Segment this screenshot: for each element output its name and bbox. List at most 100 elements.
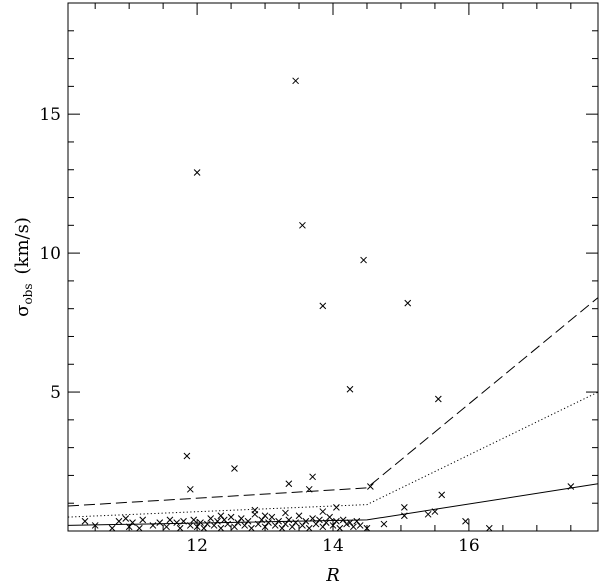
data-point	[265, 519, 272, 527]
data-point	[81, 517, 89, 525]
y-tick-label: 5	[50, 383, 61, 403]
data-point	[234, 519, 242, 527]
data-point	[227, 513, 235, 521]
data-point	[322, 519, 330, 527]
data-point	[424, 510, 432, 518]
data-point	[319, 302, 327, 310]
data-point	[356, 522, 364, 529]
x-axis-label: R	[325, 565, 340, 585]
data-point	[271, 522, 279, 529]
dashed-line	[67, 297, 599, 507]
data-point	[485, 524, 493, 532]
data-point	[329, 522, 337, 529]
data-points	[81, 77, 575, 532]
x-tick-label: 16	[458, 536, 480, 556]
data-point	[166, 516, 174, 524]
data-point	[231, 523, 238, 531]
data-point	[135, 524, 143, 532]
data-point	[91, 522, 99, 529]
y-tick-label: 10	[39, 244, 61, 264]
data-point	[258, 516, 266, 524]
data-point	[220, 516, 228, 524]
x-tick-label: 12	[186, 536, 208, 556]
data-point	[254, 520, 262, 528]
data-point	[217, 512, 225, 520]
data-point	[350, 523, 357, 531]
data-point	[302, 517, 310, 525]
data-point	[268, 513, 276, 521]
data-point	[237, 515, 245, 522]
data-point	[200, 524, 208, 532]
data-point	[139, 516, 147, 524]
data-point	[214, 517, 221, 525]
data-point	[186, 485, 194, 493]
data-point	[176, 524, 184, 532]
data-point	[353, 517, 361, 525]
data-point	[173, 519, 181, 527]
data-point	[434, 395, 442, 403]
data-point	[400, 504, 408, 511]
y-axis-label-symbol: σ	[12, 305, 33, 317]
data-point	[285, 516, 293, 524]
data-point	[404, 299, 412, 307]
data-point	[129, 519, 136, 527]
data-point	[343, 520, 350, 528]
data-point	[248, 524, 255, 532]
data-point	[163, 523, 170, 531]
data-point	[333, 504, 340, 511]
data-point	[346, 385, 354, 393]
model-lines	[67, 297, 599, 526]
solid-line	[67, 483, 599, 526]
data-point	[299, 221, 306, 229]
data-point	[282, 509, 289, 517]
data-point	[346, 519, 354, 527]
data-point	[244, 517, 252, 525]
dotted-line	[67, 391, 599, 518]
data-point	[462, 517, 469, 525]
data-point	[316, 516, 323, 524]
x-tick-label: 14	[322, 536, 344, 556]
y-tick-label: 15	[39, 105, 61, 125]
data-point	[275, 517, 282, 525]
data-point	[217, 524, 225, 532]
data-point	[360, 256, 367, 264]
data-point	[261, 512, 269, 520]
y-axis-label: σobs (km/s)	[12, 217, 35, 317]
data-point	[190, 516, 198, 524]
data-point	[431, 508, 439, 515]
data-point	[193, 523, 201, 531]
data-point	[193, 169, 201, 176]
data-point	[285, 480, 293, 488]
data-point	[251, 506, 259, 514]
y-axis-label-subscript: obs	[21, 283, 35, 304]
y-axis-label-unit: (km/s)	[12, 217, 33, 274]
data-point	[292, 519, 299, 527]
data-point	[339, 516, 347, 524]
data-point	[261, 523, 269, 531]
data-point	[305, 524, 313, 532]
data-point	[149, 522, 157, 529]
data-point	[207, 515, 215, 522]
data-point	[363, 524, 371, 532]
data-point	[186, 522, 194, 529]
axis-ticks	[68, 3, 598, 531]
data-point	[400, 512, 408, 520]
plot-frame	[67, 2, 599, 532]
data-point	[319, 508, 327, 515]
data-point	[224, 520, 232, 528]
data-point	[288, 523, 296, 531]
data-point	[122, 515, 130, 522]
data-point	[197, 519, 204, 527]
data-point	[125, 523, 133, 531]
data-point	[309, 473, 316, 481]
tick-labels: 12 14 16 5 10 15	[39, 105, 479, 556]
data-point	[231, 465, 238, 472]
data-point	[282, 520, 289, 528]
data-point	[309, 515, 316, 522]
data-point	[278, 524, 286, 532]
data-point	[241, 522, 249, 529]
data-point	[183, 452, 191, 460]
data-point	[367, 483, 374, 490]
data-point	[180, 517, 187, 525]
